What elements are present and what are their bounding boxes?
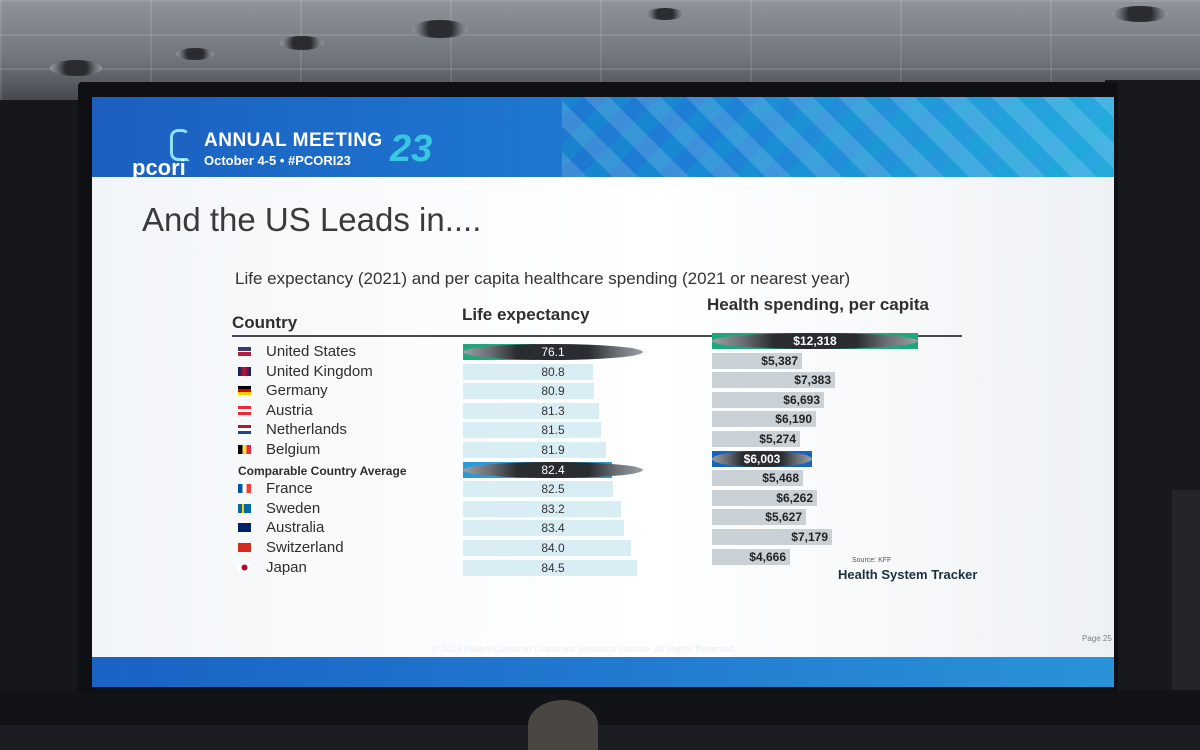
- ceiling-light-icon: [1112, 6, 1168, 22]
- slide-title: And the US Leads in....: [142, 201, 482, 238]
- spending-bar: [712, 529, 832, 545]
- life-expectancy-value: 76.1: [463, 344, 643, 360]
- switzerland-flag-icon: [238, 543, 251, 552]
- slide-banner: [92, 97, 1114, 177]
- speaker-stand: [1172, 490, 1200, 690]
- spending-value: $6,190: [775, 412, 812, 426]
- spending-bar: [712, 392, 824, 408]
- meeting-year: 23: [390, 128, 433, 170]
- uk-flag-icon: [238, 367, 251, 376]
- japan-flag-icon: [238, 563, 251, 572]
- life-expectancy-value: 80.8: [541, 365, 565, 379]
- spending-value: $6,003: [712, 451, 812, 467]
- spending-bar: [712, 372, 835, 388]
- spending-value: $7,383: [794, 373, 831, 387]
- us-flag-icon: [238, 347, 251, 356]
- life-expectancy-bar: [463, 442, 606, 458]
- life-expectancy-bar: [463, 481, 613, 497]
- column-header-life-expectancy: Life expectancy: [462, 305, 590, 324]
- country-name: Comparable Country Average: [238, 464, 407, 478]
- life-expectancy-value: 81.9: [541, 443, 565, 457]
- spending-value: $12,318: [712, 333, 918, 349]
- life-expectancy-value: 83.2: [541, 502, 565, 516]
- page-number: Page 25: [1082, 634, 1112, 643]
- life-expectancy-bar: [463, 383, 594, 399]
- slide-footer: [92, 657, 1114, 687]
- spending-value: $4,666: [749, 550, 786, 564]
- spending-value: $6,262: [776, 491, 813, 505]
- country-name: United States: [266, 343, 357, 360]
- country-name: Belgium: [266, 441, 321, 458]
- meeting-date: October 4-5 • #PCORI23: [204, 153, 351, 168]
- country-name: Sweden: [266, 500, 321, 517]
- country-name: United Kingdom: [266, 363, 373, 380]
- sweden-flag-icon: [238, 504, 251, 513]
- spending-value: $5,627: [765, 510, 802, 524]
- spending-bar: [712, 490, 817, 506]
- country-name: Japan: [266, 559, 307, 576]
- banner-pattern: [562, 97, 1114, 177]
- country-name: Switzerland: [266, 539, 344, 556]
- ceiling-light-icon: [280, 36, 324, 50]
- life-expectancy-value: 81.5: [541, 423, 565, 437]
- life-expectancy-value: 84.5: [541, 561, 565, 575]
- ceiling-light-icon: [50, 60, 102, 76]
- life-expectancy-bar: [463, 403, 599, 419]
- spending-value: $5,387: [761, 354, 798, 368]
- country-name: France: [266, 480, 313, 497]
- ceiling-light-icon: [646, 8, 684, 20]
- life-expectancy-bar: [463, 364, 593, 380]
- life-expectancy-value: 80.9: [541, 384, 565, 398]
- france-flag-icon: [238, 484, 251, 493]
- life-expectancy-value: 82.5: [541, 482, 565, 496]
- spending-value: $7,179: [791, 530, 828, 544]
- life-expectancy-value: 84.0: [541, 541, 565, 555]
- germany-flag-icon: [238, 386, 251, 395]
- source-name: Health System Tracker: [838, 567, 978, 582]
- spending-bar: [712, 470, 803, 486]
- room-wall-left: [0, 100, 80, 725]
- australia-flag-icon: [238, 523, 251, 532]
- spending-value: $5,274: [759, 432, 796, 446]
- life-expectancy-bar: [463, 540, 631, 556]
- life-expectancy-bar: [463, 422, 601, 438]
- spending-bar: [712, 353, 802, 369]
- belgium-flag-icon: [238, 445, 251, 454]
- room-floor: [0, 690, 1200, 725]
- meeting-title: ANNUAL MEETING: [204, 130, 383, 151]
- source-label: Source: KFF: [852, 557, 892, 564]
- spending-bar: [712, 549, 790, 565]
- spending-bar: [712, 509, 806, 525]
- brand-name: pcori: [132, 155, 186, 180]
- country-name: Australia: [266, 519, 325, 536]
- spending-bar: [712, 431, 800, 447]
- netherlands-flag-icon: [238, 425, 251, 434]
- column-header-country: Country: [232, 313, 298, 332]
- ceiling-light-icon: [412, 20, 468, 38]
- audience-head: [528, 700, 598, 750]
- ceiling-light-icon: [176, 48, 214, 60]
- header-divider: [232, 335, 962, 337]
- spending-value: $6,693: [783, 393, 820, 407]
- country-name: Austria: [266, 402, 313, 419]
- column-header-spending: Health spending, per capita: [707, 295, 929, 314]
- projected-slide: pcori ANNUAL MEETING 23 October 4-5 • #P…: [92, 97, 1114, 687]
- copyright-text: © 2023 Patient-Centered Outcomes Researc…: [432, 644, 737, 654]
- life-expectancy-value: 81.3: [541, 404, 565, 418]
- spending-bar: [712, 411, 816, 427]
- pcori-logo-icon: [170, 129, 190, 161]
- life-expectancy-value: 83.4: [541, 521, 565, 535]
- country-name: Germany: [266, 382, 328, 399]
- spending-value: $5,468: [762, 471, 799, 485]
- life-expectancy-bar: [463, 520, 624, 536]
- life-expectancy-bar: [463, 560, 637, 576]
- life-expectancy-bar: [463, 501, 621, 517]
- table-subtitle: Life expectancy (2021) and per capita he…: [235, 269, 851, 288]
- country-name: Netherlands: [266, 421, 347, 438]
- life-expectancy-value: 82.4: [463, 462, 643, 478]
- austria-flag-icon: [238, 406, 251, 415]
